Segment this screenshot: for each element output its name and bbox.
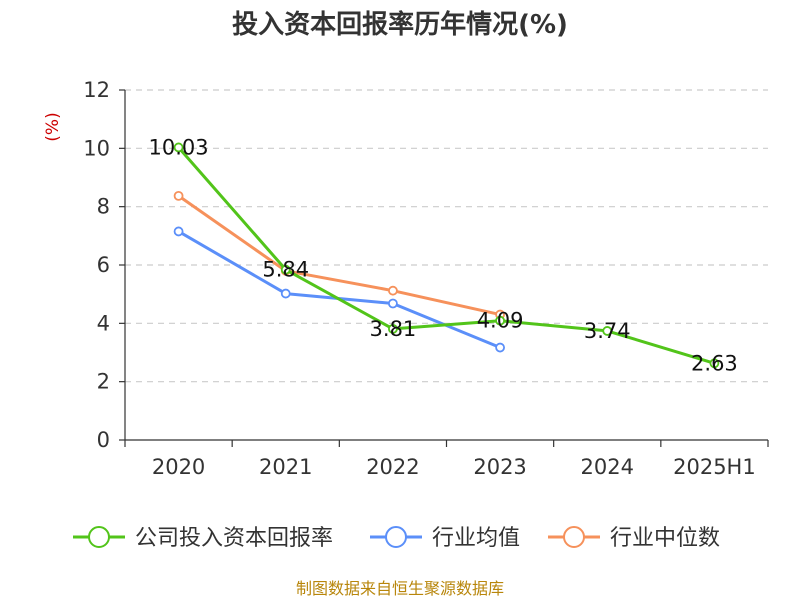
legend-label: 行业均值 xyxy=(432,526,520,551)
series-2-point-2022 xyxy=(388,285,398,296)
series-1-point-2020 xyxy=(173,226,184,237)
series-1-point-2021 xyxy=(280,288,291,299)
series-0-point-2023 xyxy=(495,315,505,326)
y-axis-unit: (%) xyxy=(43,112,63,141)
series-0-point-2025H1 xyxy=(709,358,720,369)
legend-swatch-marker xyxy=(563,526,585,548)
legend-swatch-marker xyxy=(88,526,110,548)
x-tick-label-2023: 2023 xyxy=(473,455,526,479)
legend-label: 行业中位数 xyxy=(610,526,720,551)
series-0-point-2024 xyxy=(602,326,613,336)
series-line-0 xyxy=(177,146,715,365)
series-2-point-2020 xyxy=(173,190,184,201)
series-0-point-2022 xyxy=(388,323,398,334)
y-tick-label-2: 2 xyxy=(97,370,110,394)
x-tick-label-2025H1: 2025H1 xyxy=(673,455,756,479)
series-0-point-2021 xyxy=(280,264,291,275)
series-line-2 xyxy=(177,194,501,317)
data-label-2023: 4.09 xyxy=(477,309,524,333)
y-tick-label-6: 6 xyxy=(97,253,110,277)
grid-lines xyxy=(125,89,768,383)
y-tick-label-8: 8 xyxy=(97,195,110,219)
x-tick-label-2024: 2024 xyxy=(581,455,634,479)
y-tick-label-4: 4 xyxy=(97,311,110,335)
x-tick-label-2022: 2022 xyxy=(366,455,419,479)
series-lines xyxy=(173,142,720,369)
y-tick-label-12: 12 xyxy=(83,78,110,102)
series-0-point-2020 xyxy=(173,142,184,153)
series-1-point-2023 xyxy=(495,342,505,353)
data-label-2020: 10.03 xyxy=(149,135,209,159)
x-tick-label-2021: 2021 xyxy=(259,455,312,479)
chart-title: 投入资本回报率历年情况(%) xyxy=(232,9,568,40)
axes: 0 2 4 6 8 10 12 2020 2021 2022 2023 2024 2025H1 xyxy=(83,78,769,479)
data-labels: 10.03 5.84 3.81 4.09 3.74 2.63 xyxy=(149,135,738,375)
x-tick-label-2020: 2020 xyxy=(152,455,205,479)
legend-label: 公司投入资本回报率 xyxy=(135,526,333,551)
data-label-2024: 3.74 xyxy=(584,319,631,343)
data-label-2021: 5.84 xyxy=(262,258,309,282)
series-line-1 xyxy=(177,230,501,349)
y-tick-label-10: 10 xyxy=(83,136,110,160)
data-label-2022: 3.81 xyxy=(370,317,417,341)
legend-item-2[interactable]: 行业中位数 xyxy=(548,526,720,551)
legend-swatch-marker xyxy=(385,526,407,548)
legend-item-0[interactable]: 公司投入资本回报率 xyxy=(73,526,333,551)
series-1-point-2022 xyxy=(388,298,398,309)
source-note: 制图数据来自恒生聚源数据库 xyxy=(296,579,504,598)
legend[interactable]: 公司投入资本回报率 行业均值 行业中位数 xyxy=(73,526,720,551)
data-label-2025H1: 2.63 xyxy=(691,351,738,375)
y-tick-label-0: 0 xyxy=(97,428,110,452)
legend-item-1[interactable]: 行业均值 xyxy=(370,526,520,551)
